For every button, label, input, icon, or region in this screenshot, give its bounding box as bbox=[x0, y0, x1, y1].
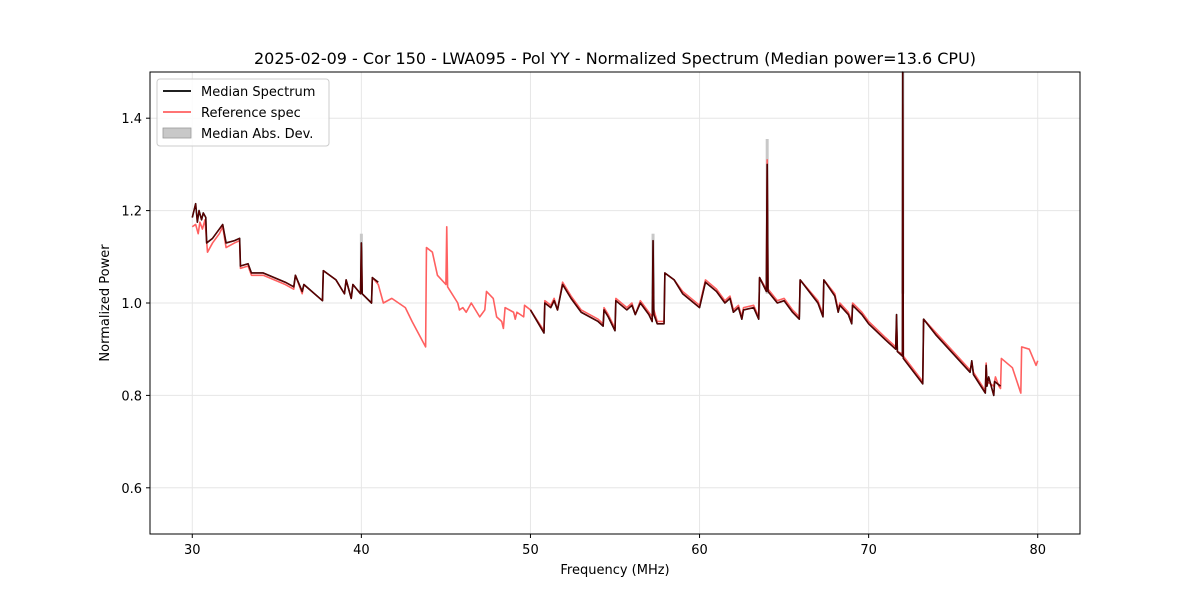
y-axis-label: Normalized Power bbox=[98, 244, 113, 362]
legend-label: Median Abs. Dev. bbox=[201, 127, 313, 142]
y-tick-label: 1.0 bbox=[121, 297, 142, 312]
overlap-tint-line bbox=[191, 203, 379, 304]
y-tick-label: 1.4 bbox=[121, 112, 142, 127]
y-axis-ticks: 0.6 0.8 1.0 1.2 1.4 bbox=[121, 112, 150, 497]
x-tick-label: 50 bbox=[522, 543, 539, 558]
legend-label: Median Spectrum bbox=[201, 85, 315, 100]
legend-box bbox=[156, 78, 330, 147]
overlap-tint-line bbox=[529, 71, 1001, 396]
x-tick-label: 40 bbox=[353, 543, 370, 558]
x-tick-label: 80 bbox=[1029, 543, 1046, 558]
legend-swatch bbox=[162, 127, 192, 139]
series-layer bbox=[191, 71, 1039, 397]
x-tick-label: 70 bbox=[860, 543, 877, 558]
grid bbox=[150, 72, 1080, 534]
x-tick-label: 60 bbox=[691, 543, 708, 558]
x-tick-label: 30 bbox=[184, 543, 201, 558]
x-axis-ticks: 30 40 50 60 70 80 bbox=[184, 534, 1046, 558]
x-axis-label: Frequency (MHz) bbox=[560, 563, 669, 578]
y-tick-label: 1.2 bbox=[121, 205, 142, 220]
y-tick-label: 0.6 bbox=[121, 482, 142, 497]
plot-area bbox=[149, 71, 1081, 535]
chart-title: 2025-02-09 - Cor 150 - LWA095 - Pol YY -… bbox=[254, 49, 976, 68]
y-tick-label: 0.8 bbox=[121, 389, 142, 404]
legend: Median Spectrum Reference spec Median Abs.… bbox=[156, 78, 330, 147]
legend-label: Reference spec bbox=[201, 106, 301, 121]
